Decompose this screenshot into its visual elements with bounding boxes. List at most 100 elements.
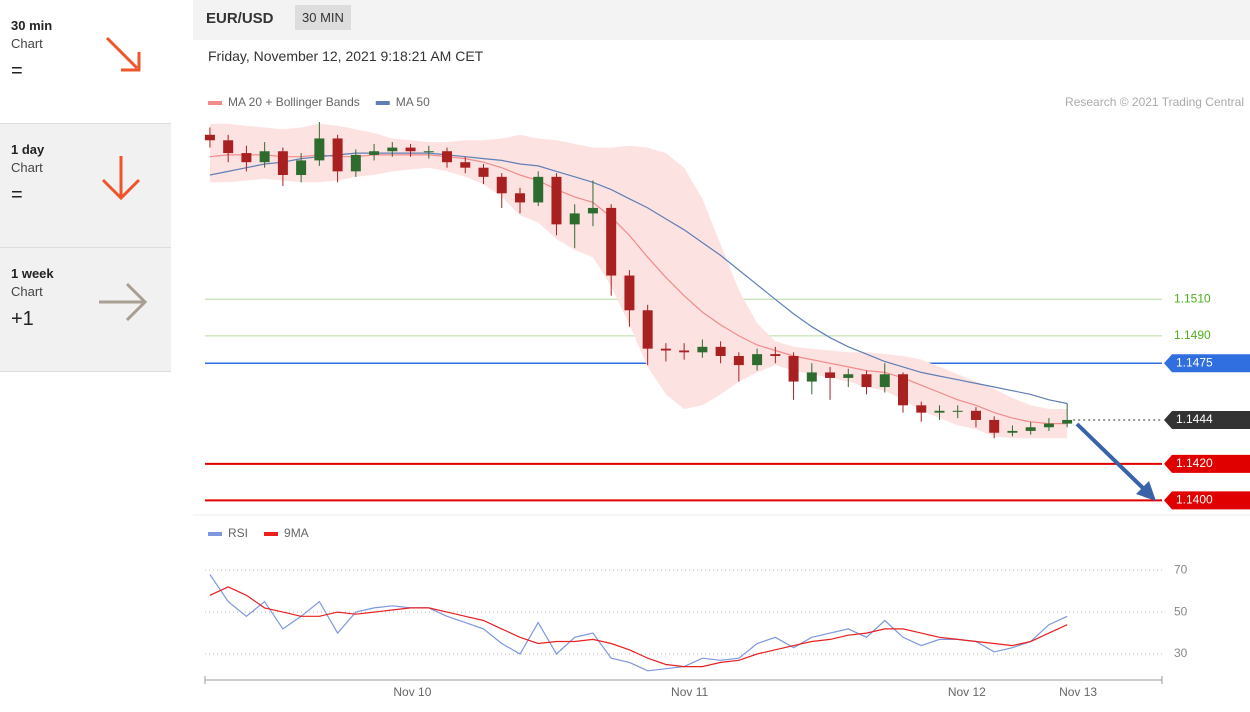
candle-body bbox=[423, 151, 434, 153]
legend-swatch bbox=[208, 101, 222, 105]
candle-body bbox=[1062, 419, 1073, 424]
signal-item[interactable]: 1 week Chart +1 bbox=[0, 248, 171, 372]
x-tick-label: Nov 10 bbox=[393, 685, 431, 699]
candle-body bbox=[296, 160, 307, 176]
candle-body bbox=[442, 151, 453, 163]
signal: = bbox=[11, 184, 23, 206]
level-label: 1.1510 bbox=[1174, 291, 1211, 305]
candle-body bbox=[934, 410, 945, 413]
candle-body bbox=[806, 372, 817, 382]
arrow-icon bbox=[101, 156, 141, 201]
signal: = bbox=[11, 60, 23, 82]
candle-body bbox=[314, 138, 325, 161]
credit: Research © 2021 Trading Central bbox=[1065, 95, 1244, 109]
candle-body bbox=[496, 176, 507, 194]
label: Chart bbox=[11, 160, 43, 175]
candle-body bbox=[642, 310, 653, 349]
candle-body bbox=[551, 176, 562, 225]
candle-body bbox=[679, 350, 690, 353]
candle-body bbox=[843, 374, 854, 378]
candle-body bbox=[898, 374, 909, 406]
timestamp: Friday, November 12, 2021 9:18:21 AM CET bbox=[208, 48, 484, 64]
level-tag bbox=[1164, 454, 1250, 473]
candle-body bbox=[606, 207, 617, 276]
rsi-line bbox=[209, 574, 1068, 672]
period: 1 week bbox=[11, 266, 54, 281]
level-tag bbox=[1164, 491, 1250, 510]
forecast-arrow bbox=[1075, 422, 1156, 501]
candle-body bbox=[387, 147, 398, 152]
label: Chart bbox=[11, 36, 43, 51]
symbol: EUR/USD bbox=[206, 10, 274, 27]
level-label: 1.1400 bbox=[1176, 493, 1213, 507]
candle-body bbox=[369, 151, 380, 155]
candle-body bbox=[1043, 423, 1054, 428]
candle-body bbox=[788, 355, 799, 382]
level-tag bbox=[1164, 410, 1250, 429]
rsi-line bbox=[209, 586, 1068, 668]
candle-body bbox=[697, 346, 708, 353]
x-tick-label: Nov 11 bbox=[671, 685, 708, 699]
candle-body bbox=[825, 372, 836, 378]
signal-item[interactable]: 30 min Chart = bbox=[0, 0, 171, 124]
x-tick-label: Nov 12 bbox=[948, 685, 986, 699]
candle-body bbox=[970, 410, 981, 420]
candle-body bbox=[989, 419, 1000, 433]
forecast-arrow-shaft bbox=[1075, 422, 1148, 493]
candle-body bbox=[715, 346, 726, 356]
candle-body bbox=[861, 374, 872, 388]
period: 1 day bbox=[11, 142, 45, 157]
candle-body bbox=[733, 355, 744, 366]
candle-body bbox=[241, 153, 252, 163]
level-label: 1.1490 bbox=[1174, 328, 1211, 342]
candle-body bbox=[916, 405, 927, 413]
y-tick-label: 50 bbox=[1174, 604, 1188, 618]
candle-body bbox=[460, 162, 471, 168]
legend-label: MA 50 bbox=[396, 95, 430, 109]
candle-body bbox=[223, 140, 234, 154]
level-label: 1.1475 bbox=[1176, 355, 1213, 369]
level-label: 1.1444 bbox=[1176, 412, 1213, 426]
candle-body bbox=[533, 176, 544, 203]
candle-body bbox=[332, 138, 343, 172]
candle-body bbox=[350, 154, 361, 172]
candle-body bbox=[514, 193, 525, 203]
bollinger-band bbox=[209, 123, 1068, 439]
arrow-icon bbox=[99, 282, 148, 322]
level-label: 1.1420 bbox=[1176, 456, 1213, 470]
candle-body bbox=[204, 134, 215, 141]
candle-body bbox=[624, 275, 635, 311]
legend-swatch bbox=[264, 532, 279, 536]
header: EUR/USD 30 MIN bbox=[193, 0, 1250, 40]
legend-label: RSI bbox=[228, 526, 248, 540]
candle-body bbox=[405, 147, 416, 152]
signal-item[interactable]: 1 day Chart = bbox=[0, 124, 171, 248]
label: Chart bbox=[11, 284, 43, 299]
candle-body bbox=[752, 354, 763, 366]
ma-line bbox=[209, 152, 1068, 405]
candle-body bbox=[587, 207, 598, 214]
candle-body bbox=[660, 348, 671, 351]
candle-body bbox=[1025, 427, 1036, 431]
candle-body bbox=[478, 167, 489, 177]
candle-body bbox=[952, 410, 963, 412]
x-tick-label: Nov 13 bbox=[1059, 685, 1097, 699]
level-tag bbox=[1164, 354, 1250, 373]
arrow-icon bbox=[105, 36, 141, 72]
candle-body bbox=[277, 151, 288, 176]
legend-swatch bbox=[375, 101, 390, 105]
period: 30 min bbox=[11, 18, 53, 33]
candle-body bbox=[770, 354, 781, 356]
interval-badge[interactable]: 30 MIN bbox=[295, 5, 351, 30]
y-tick-label: 30 bbox=[1174, 646, 1188, 660]
legend-label: MA 20 + Bollinger Bands bbox=[228, 95, 360, 109]
legend-swatch bbox=[208, 532, 222, 536]
sidebar: 30 min Chart = 1 day Chart = 1 week Char… bbox=[0, 0, 171, 372]
candle-body bbox=[879, 374, 890, 388]
forecast-arrow-head bbox=[1136, 481, 1156, 501]
candle-body bbox=[1007, 430, 1018, 433]
y-tick-label: 70 bbox=[1174, 562, 1188, 576]
candle-body bbox=[569, 213, 580, 225]
